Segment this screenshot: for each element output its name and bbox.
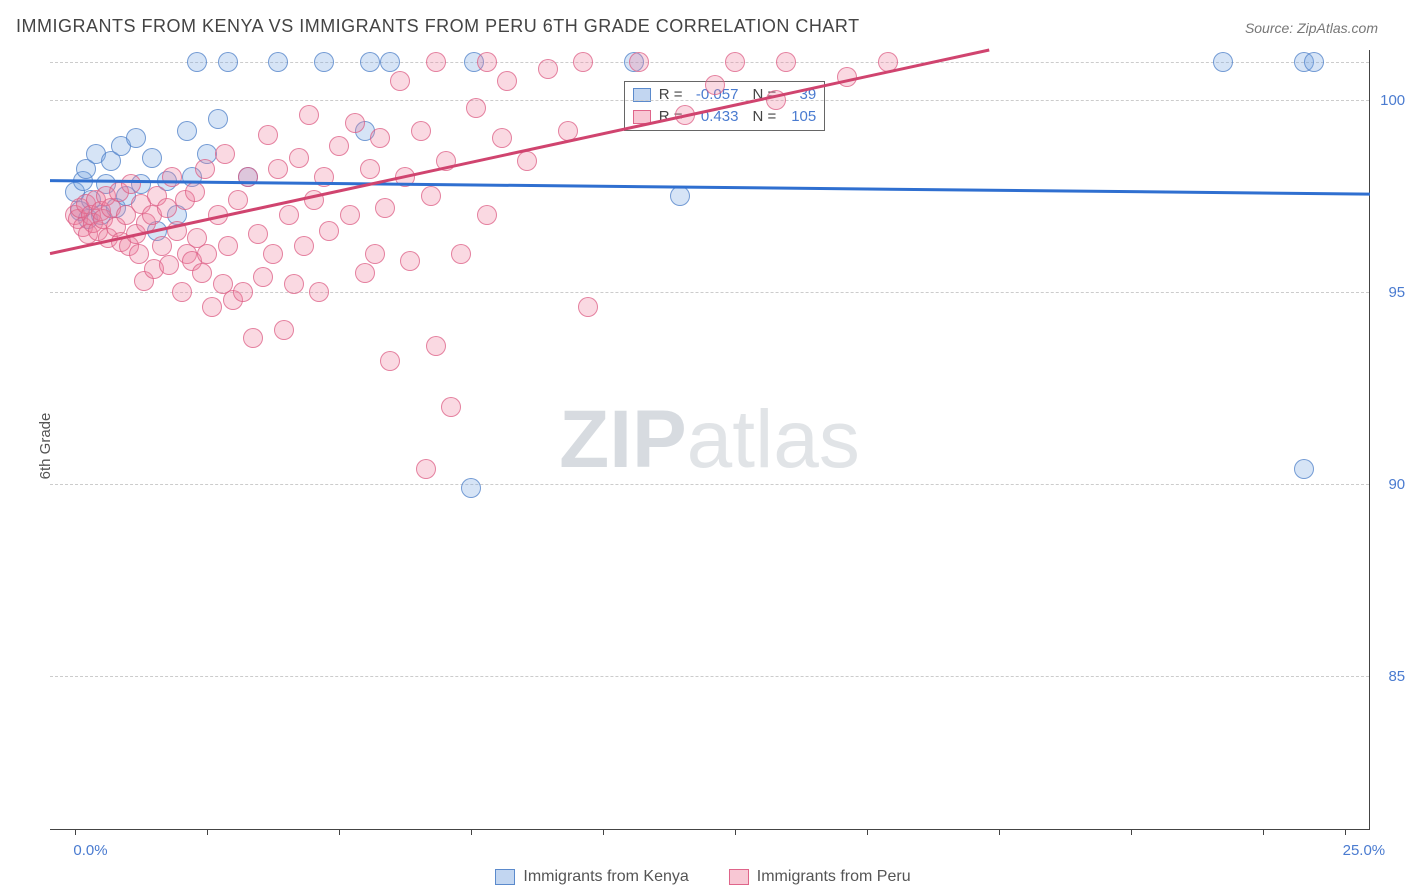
legend-item-a: Immigrants from Kenya [495, 868, 688, 886]
trend-lines [50, 50, 1370, 830]
y-tick-label: 100.0% [1375, 92, 1406, 109]
legend-label-b: Immigrants from Peru [757, 868, 911, 886]
y-tick-label: 95.0% [1375, 284, 1406, 301]
x-tick-label: 25.0% [1343, 842, 1386, 859]
source-name: ZipAtlas.com [1297, 20, 1378, 36]
chart-title: IMMIGRANTS FROM KENYA VS IMMIGRANTS FROM… [16, 16, 860, 37]
trend-line [50, 181, 1370, 194]
legend-label-a: Immigrants from Kenya [523, 868, 688, 886]
trend-line [50, 50, 989, 254]
source-label: Source: ZipAtlas.com [1245, 20, 1378, 36]
y-tick-label: 90.0% [1375, 476, 1406, 493]
series-legend: Immigrants from Kenya Immigrants from Pe… [0, 868, 1406, 886]
y-tick-label: 85.0% [1375, 668, 1406, 685]
chart-plot-area: ZIPatlas R =-0.057N =39R =0.433N =105 85… [50, 50, 1370, 830]
legend-swatch-b [729, 869, 749, 885]
x-tick-label: 0.0% [73, 842, 107, 859]
legend-item-b: Immigrants from Peru [729, 868, 911, 886]
legend-swatch-a [495, 869, 515, 885]
